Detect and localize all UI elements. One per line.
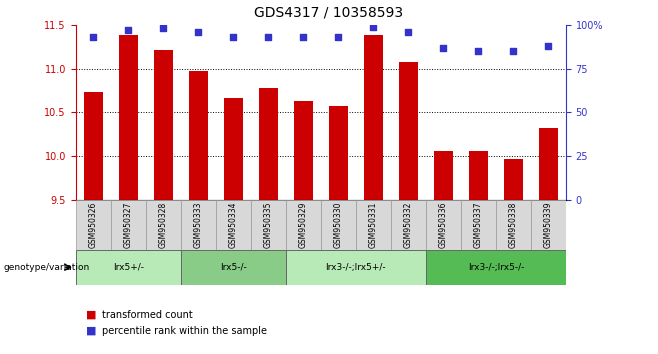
Text: ■: ■ [86,326,96,336]
Bar [461,200,496,250]
Text: lrx5-/-: lrx5-/- [220,263,247,272]
Text: GSM950336: GSM950336 [439,201,448,248]
Text: GSM950331: GSM950331 [368,201,378,248]
Bar [356,200,391,250]
Text: GSM950330: GSM950330 [334,201,343,248]
Text: GSM950326: GSM950326 [89,201,97,248]
Text: GSM950329: GSM950329 [299,201,308,248]
Point [508,48,519,54]
Bar [504,159,523,200]
Point [333,34,343,40]
Text: GSM950327: GSM950327 [124,201,133,248]
Text: GSM950337: GSM950337 [474,201,483,248]
Bar [259,88,278,200]
Bar [539,128,558,200]
Text: transformed count: transformed count [102,310,193,320]
Bar [496,200,531,250]
Bar [145,200,181,250]
Bar [426,250,566,285]
Point [123,27,134,33]
Text: GSM950339: GSM950339 [544,201,553,248]
Text: GDS4317 / 10358593: GDS4317 / 10358593 [255,5,403,19]
Text: genotype/variation: genotype/variation [3,263,89,272]
Bar [321,200,356,250]
Text: GSM950334: GSM950334 [229,201,238,248]
Bar [84,92,103,200]
Bar [153,50,173,200]
Bar [468,151,488,200]
Bar [216,200,251,250]
Point [228,34,238,40]
Point [403,29,414,35]
Bar [364,35,383,200]
Bar [76,200,111,250]
Text: lrx5+/-: lrx5+/- [113,263,143,272]
Point [158,25,168,31]
Bar [181,250,286,285]
Bar [391,200,426,250]
Bar [328,106,348,200]
Text: GSM950332: GSM950332 [404,201,413,248]
Point [88,34,99,40]
Point [438,45,449,50]
Point [263,34,274,40]
Point [298,34,309,40]
Text: ■: ■ [86,310,96,320]
Bar [286,200,320,250]
Text: GSM950328: GSM950328 [159,202,168,248]
Point [193,29,203,35]
Bar [111,200,145,250]
Point [473,48,484,54]
Text: GSM950333: GSM950333 [193,201,203,248]
Text: GSM950335: GSM950335 [264,201,273,248]
Point [543,43,553,48]
Bar [189,71,208,200]
Text: percentile rank within the sample: percentile rank within the sample [102,326,267,336]
Text: GSM950338: GSM950338 [509,201,518,248]
Bar [426,200,461,250]
Bar [224,98,243,200]
Text: lrx3-/-;lrx5-/-: lrx3-/-;lrx5-/- [468,263,524,272]
Bar [181,200,216,250]
Bar [399,62,418,200]
Bar [293,101,313,200]
Bar [76,250,181,285]
Text: lrx3-/-;lrx5+/-: lrx3-/-;lrx5+/- [326,263,386,272]
Bar [531,200,566,250]
Bar [118,35,138,200]
Bar [286,250,426,285]
Bar [251,200,286,250]
Point [368,24,378,29]
Bar [434,151,453,200]
